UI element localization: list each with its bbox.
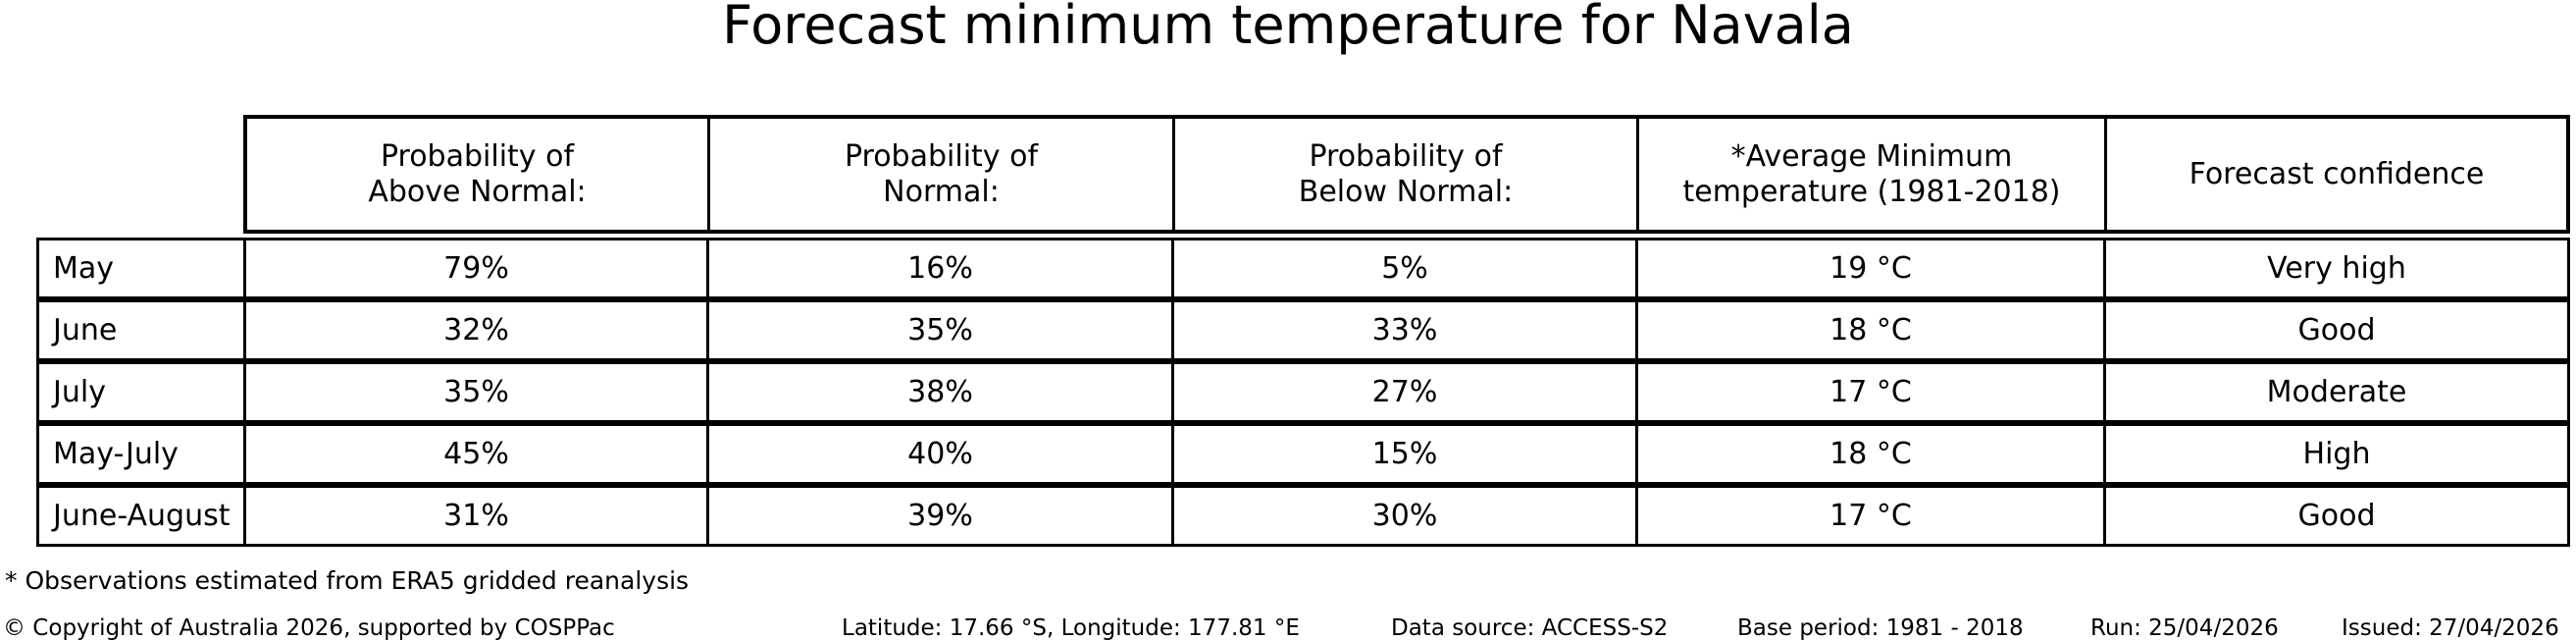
table-cell-normal: 38% bbox=[706, 364, 1171, 420]
table-cell-confidence: High bbox=[2103, 426, 2567, 482]
table-cell-confidence: Good bbox=[2103, 302, 2567, 358]
table-row-may: May 79% 16% 5% 19 °C Very high bbox=[36, 238, 2570, 299]
row-label: July bbox=[53, 375, 106, 409]
table-cell-normal: 16% bbox=[706, 240, 1171, 296]
forecast-table-header: Probability of Above Normal: Probability… bbox=[243, 115, 2570, 234]
table-cell-average-min-temp: 17 °C bbox=[1635, 488, 2103, 544]
table-cell-above-normal: 32% bbox=[243, 302, 706, 358]
row-label: June bbox=[53, 313, 118, 347]
table-cell-confidence: Moderate bbox=[2103, 364, 2567, 420]
forecast-table-body: May 79% 16% 5% 19 °C Very high June 32% … bbox=[36, 238, 2570, 547]
row-label: May-July bbox=[53, 437, 179, 471]
table-cell-below-normal: 15% bbox=[1171, 426, 1635, 482]
table-cell-below-normal: 30% bbox=[1171, 488, 1635, 544]
header-cell-normal: Probability of Normal: bbox=[707, 119, 1172, 230]
table-cell-confidence: Good bbox=[2103, 488, 2567, 544]
table-cell-below-normal: 27% bbox=[1171, 364, 1635, 420]
table-cell-above-normal: 35% bbox=[243, 364, 706, 420]
header-cell-average-min-temp: *Average Minimum temperature (1981-2018) bbox=[1636, 119, 2104, 230]
row-label: May bbox=[53, 251, 115, 286]
table-cell-normal: 39% bbox=[706, 488, 1171, 544]
table-cell-average-min-temp: 19 °C bbox=[1635, 240, 2103, 296]
table-cell-average-min-temp: 18 °C bbox=[1635, 302, 2103, 358]
issued-date-text: Issued: 27/04/2026 bbox=[2342, 615, 2559, 640]
header-cell-forecast-confidence: Forecast confidence bbox=[2104, 119, 2566, 230]
run-date-text: Run: 25/04/2026 bbox=[2090, 615, 2279, 640]
table-cell-below-normal: 5% bbox=[1171, 240, 1635, 296]
header-cell-above-normal: Probability of Above Normal: bbox=[368, 139, 587, 209]
table-cell-average-min-temp: 18 °C bbox=[1635, 426, 2103, 482]
header-cell-below-normal: Probability of Below Normal: bbox=[1172, 119, 1636, 230]
page-title: Forecast minimum temperature for Navala bbox=[722, 0, 1854, 56]
table-row-may-july: May-July 45% 40% 15% 18 °C High bbox=[36, 423, 2570, 485]
table-cell-confidence: Very high bbox=[2103, 240, 2567, 296]
base-period-text: Base period: 1981 - 2018 bbox=[1737, 615, 2024, 640]
table-cell-above-normal: 31% bbox=[243, 488, 706, 544]
table-cell-normal: 40% bbox=[706, 426, 1171, 482]
table-cell-above-normal: 79% bbox=[243, 240, 706, 296]
table-cell-average-min-temp: 17 °C bbox=[1635, 364, 2103, 420]
observations-footnote: * Observations estimated from ERA5 gridd… bbox=[5, 566, 690, 595]
table-cell-normal: 35% bbox=[706, 302, 1171, 358]
data-source-text: Data source: ACCESS-S2 bbox=[1391, 615, 1669, 640]
table-row-july: July 35% 38% 27% 17 °C Moderate bbox=[36, 361, 2570, 423]
table-row-june: June 32% 35% 33% 18 °C Good bbox=[36, 299, 2570, 361]
copyright-text: © Copyright of Australia 2026, supported… bbox=[3, 615, 615, 640]
table-cell-below-normal: 33% bbox=[1171, 302, 1635, 358]
table-cell-above-normal: 45% bbox=[243, 426, 706, 482]
location-text: Latitude: 17.66 °S, Longitude: 177.81 °E bbox=[842, 615, 1300, 640]
row-label: June-August bbox=[53, 499, 231, 533]
table-row-june-august: June-August 31% 39% 30% 17 °C Good bbox=[36, 485, 2570, 547]
